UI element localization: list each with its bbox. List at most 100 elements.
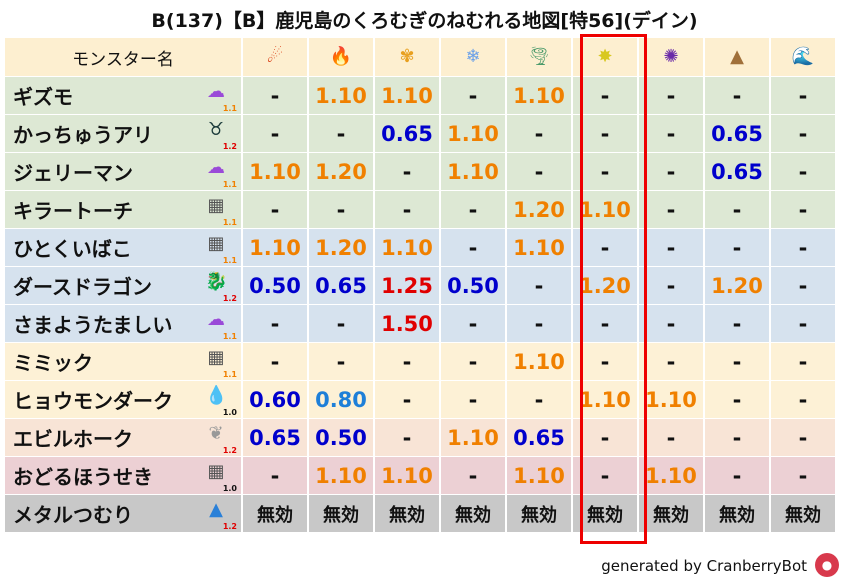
- resistance-value: 0.65: [505, 418, 573, 457]
- resistance-value: -: [571, 114, 639, 153]
- resistance-value: 0.65: [373, 114, 441, 153]
- resistance-value: -: [637, 342, 705, 381]
- resistance-value: -: [505, 266, 573, 305]
- level-label: 1.2: [222, 294, 237, 303]
- monster-name-cell: ミミック ▦ 1.1: [3, 342, 243, 381]
- resistance-value: -: [571, 228, 639, 267]
- element-header: ❄: [439, 37, 507, 77]
- resistance-value: -: [703, 342, 771, 381]
- resistance-value: -: [439, 304, 507, 343]
- table-row: メタルつむり ▲ 1.2 無効 無効 無効 無効 無効 無効 無効 無効 無効: [3, 494, 837, 533]
- resistance-value: 1.10: [505, 456, 573, 495]
- table-row: さまようたましい ☁ 1.1- -1.50- - - - - -: [3, 304, 837, 343]
- resistance-value: 無効: [307, 494, 375, 533]
- explosion-icon: ✾: [399, 46, 415, 67]
- resistance-value: 1.10: [571, 190, 639, 229]
- page-title: B(137)【B】鹿児島のくろむぎのねむれる地図[特56](デイン): [151, 10, 698, 32]
- monster-name-cell: ギズモ ☁ 1.1: [3, 76, 243, 115]
- resistance-value: 1.10: [571, 380, 639, 419]
- monster-name-cell: さまようたましい ☁ 1.1: [3, 304, 243, 343]
- resistance-value: -: [769, 190, 837, 229]
- resistance-value: -: [505, 380, 573, 419]
- slime-icon: ▲: [209, 499, 223, 520]
- monster-name: ひとくいばこ: [13, 237, 132, 261]
- resistance-value: 1.10: [637, 380, 705, 419]
- resistance-value: -: [241, 114, 309, 153]
- resistance-value: -: [571, 418, 639, 457]
- resistance-value: -: [637, 114, 705, 153]
- resistance-value: -: [769, 380, 837, 419]
- lightning-icon: ✸: [597, 46, 613, 67]
- resistance-value: -: [637, 228, 705, 267]
- resistance-value: 1.10: [505, 76, 573, 115]
- resistance-value: -: [241, 456, 309, 495]
- resistance-value: 1.10: [439, 114, 507, 153]
- resistance-value: 無効: [769, 494, 837, 533]
- element-header: 🔥: [307, 37, 375, 77]
- wind-icon: 🌪: [527, 46, 551, 67]
- level-label: 1.1: [222, 370, 237, 379]
- element-header: ▲: [703, 37, 771, 77]
- dragon-icon: 🐉: [205, 271, 228, 292]
- water-icon: 🌊: [791, 46, 815, 67]
- resistance-value: -: [439, 228, 507, 267]
- gas-monster-icon: ☁: [207, 81, 225, 102]
- monster-name-cell: キラートーチ ▦ 1.1: [3, 190, 243, 229]
- resistance-value: -: [769, 304, 837, 343]
- resistance-value: -: [703, 76, 771, 115]
- monster-name-cell: ジェリーマン ☁ 1.1: [3, 152, 243, 191]
- resistance-value: 1.20: [703, 266, 771, 305]
- resistance-value: -: [637, 304, 705, 343]
- monster-name-cell: エビルホーク ❦ 1.2: [3, 418, 243, 457]
- resistance-value: 1.10: [373, 228, 441, 267]
- table-row: ヒョウモンダーク 💧 1.0 0.60 0.80- - -1.10 1.10- -: [3, 380, 837, 419]
- element-header: 🌊: [769, 37, 837, 77]
- resistance-value: -: [703, 304, 771, 343]
- element-header: ✸: [571, 37, 639, 77]
- resistance-value: 1.10: [241, 152, 309, 191]
- monster-name-cell: メタルつむり ▲ 1.2: [3, 494, 243, 533]
- resistance-value: -: [373, 190, 441, 229]
- resistance-value: 無効: [637, 494, 705, 533]
- element-header: ✺: [637, 37, 705, 77]
- resistance-value: 1.10: [439, 152, 507, 191]
- resistance-value: 0.65: [307, 266, 375, 305]
- generated-by-label: generated by CranberryBot: [601, 557, 807, 575]
- resistance-value: -: [637, 190, 705, 229]
- resistance-value: 1.20: [505, 190, 573, 229]
- resistance-value: 0.65: [241, 418, 309, 457]
- resistance-value: 1.20: [571, 266, 639, 305]
- resistance-value: -: [769, 152, 837, 191]
- resistance-value: 1.10: [505, 342, 573, 381]
- monster-name: ギズモ: [13, 85, 73, 109]
- resistance-value: -: [571, 342, 639, 381]
- resistance-value: -: [307, 342, 375, 381]
- dark-icon: ✺: [663, 46, 679, 67]
- resistance-value: -: [703, 456, 771, 495]
- brick-icon: ▦: [207, 347, 225, 368]
- resistance-value: -: [571, 76, 639, 115]
- resistance-value: -: [307, 190, 375, 229]
- resistance-value: -: [373, 418, 441, 457]
- resistance-value: 1.10: [373, 456, 441, 495]
- resistance-table: モンスター名 ☄ 🔥 ✾ ❄ 🌪 ✸ ✺ ▲ 🌊 ギズモ ☁ 1.1-1.10 1.10-1.10- - - -…: [3, 37, 837, 533]
- resistance-value: -: [703, 228, 771, 267]
- resistance-value: 無効: [241, 494, 309, 533]
- resistance-value: 1.10: [637, 456, 705, 495]
- monster-name: ヒョウモンダーク: [13, 389, 173, 413]
- resistance-value: 1.10: [241, 228, 309, 267]
- resistance-value: 0.80: [307, 380, 375, 419]
- element-header: ✾: [373, 37, 441, 77]
- table-row: キラートーチ ▦ 1.1- - - -1.20 1.10- - -: [3, 190, 837, 229]
- resistance-value: 0.50: [241, 266, 309, 305]
- earth-icon: ▲: [730, 46, 744, 67]
- resistance-value: 無効: [703, 494, 771, 533]
- resistance-value: 0.60: [241, 380, 309, 419]
- brick-icon: ▦: [207, 195, 225, 216]
- resistance-value: 1.10: [505, 228, 573, 267]
- level-label: 1.1: [222, 104, 237, 113]
- resistance-value: -: [769, 114, 837, 153]
- resistance-value: -: [769, 342, 837, 381]
- resistance-value: -: [439, 380, 507, 419]
- resistance-value: 1.25: [373, 266, 441, 305]
